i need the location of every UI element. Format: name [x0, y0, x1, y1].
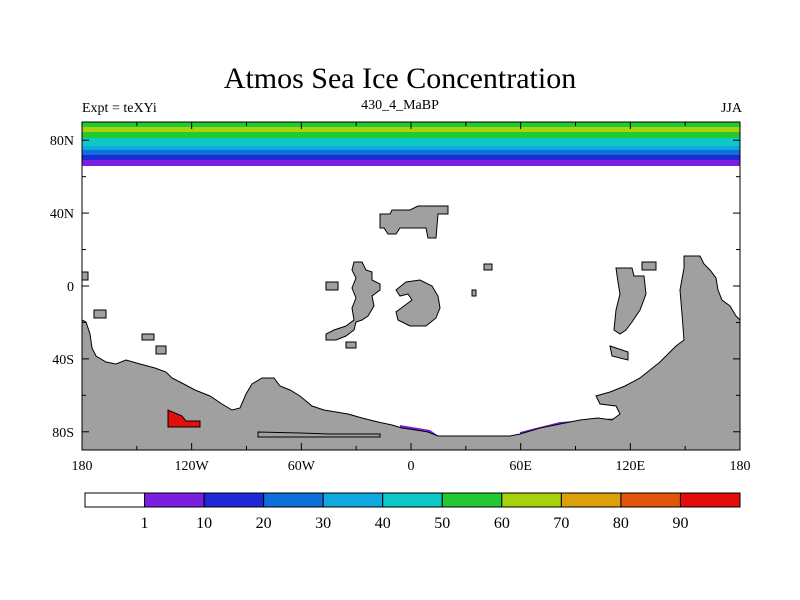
- land: [82, 205, 740, 450]
- colorbar-label: 70: [553, 515, 569, 532]
- colorbar-label: 30: [315, 515, 331, 532]
- land-patch-center: [395, 279, 441, 327]
- colorbar-label: 40: [375, 515, 391, 532]
- colorbar-label: 80: [613, 515, 629, 532]
- x-tick-label: 60E: [509, 459, 532, 474]
- y-tick-label: 40S: [52, 353, 74, 368]
- land-patch-north: [379, 205, 449, 239]
- land-patch-west-edge: [82, 271, 89, 281]
- colorbar-swatch: [679, 492, 741, 508]
- x-tick-label: 0: [408, 459, 415, 474]
- land-patch-small-a: [325, 281, 339, 291]
- colorbar: [84, 492, 741, 508]
- ice-overlap-pacific: [167, 409, 201, 428]
- colorbar-swatch: [620, 492, 681, 508]
- y-tick-label: 0: [67, 280, 74, 295]
- colorbar-swatch: [84, 492, 146, 508]
- x-tick-label: 120W: [175, 459, 210, 474]
- land-patch-east-b: [613, 267, 647, 335]
- colorbar-label: 10: [196, 515, 212, 532]
- x-tick-label: 180: [730, 459, 751, 474]
- experiment-label: Expt = teXYi: [82, 101, 157, 116]
- y-tick-label: 40N: [50, 207, 74, 222]
- land-patch-west-c: [155, 345, 167, 355]
- colorbar-label: 1: [141, 515, 149, 532]
- ice-edge-weddell: [257, 431, 381, 438]
- colorbar-swatch: [203, 492, 265, 508]
- land-patch-east-c: [641, 261, 657, 271]
- land-antarctica-base: [82, 255, 740, 450]
- land-patch-west-b: [141, 333, 155, 341]
- season-label: JJA: [720, 101, 742, 116]
- colorbar-label: 20: [256, 515, 272, 532]
- land-patch-small-d: [345, 341, 357, 349]
- land-patch-small-c: [471, 289, 477, 297]
- colorbar-swatch: [263, 492, 324, 508]
- colorbar-label: 60: [494, 515, 510, 532]
- run-label: 430_4_MaBP: [361, 98, 439, 113]
- map-area: [82, 122, 740, 450]
- land-patch-west-a: [93, 309, 107, 319]
- colorbar-swatch: [441, 492, 503, 508]
- colorbar-labels: 1 10 20 30 40 50 60 70 80 90: [141, 515, 689, 532]
- x-tick-label: 180: [72, 459, 93, 474]
- land-patch-small-b: [483, 263, 493, 271]
- chart-title: Atmos Sea Ice Concentration: [223, 62, 577, 95]
- colorbar-swatch: [144, 492, 205, 508]
- colorbar-swatch: [560, 492, 622, 508]
- y-tick-label: 80S: [52, 426, 74, 441]
- x-tick-label: 120E: [616, 459, 646, 474]
- land-patch-center-left: [325, 261, 381, 341]
- y-tick-label: 80N: [50, 134, 74, 149]
- x-axis-labels: 180 120W 60W 0 60E 120E 180: [72, 459, 751, 474]
- colorbar-label: 90: [672, 515, 688, 532]
- colorbar-label: 50: [434, 515, 450, 532]
- colorbar-swatch: [382, 492, 443, 508]
- colorbar-swatch: [322, 492, 384, 508]
- arctic-ice: [82, 122, 740, 166]
- land-patch-east-a: [609, 345, 629, 361]
- tick-marks: [81, 122, 741, 450]
- y-axis-labels: 80N 40N 0 40S 80S: [50, 134, 74, 441]
- colorbar-swatch: [501, 492, 562, 508]
- x-tick-label: 60W: [288, 459, 316, 474]
